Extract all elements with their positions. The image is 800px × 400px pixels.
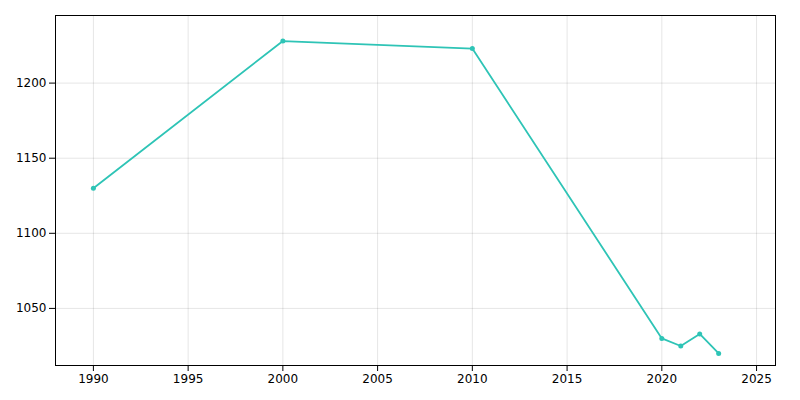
svg-text:1100: 1100: [16, 226, 47, 240]
svg-text:2025: 2025: [741, 372, 772, 386]
svg-text:1050: 1050: [16, 301, 47, 315]
svg-text:2010: 2010: [457, 372, 488, 386]
svg-text:2000: 2000: [268, 372, 299, 386]
svg-text:2020: 2020: [647, 372, 678, 386]
svg-text:1990: 1990: [78, 372, 109, 386]
svg-text:2005: 2005: [362, 372, 393, 386]
svg-text:1150: 1150: [16, 151, 47, 165]
svg-text:2015: 2015: [552, 372, 583, 386]
svg-text:1200: 1200: [16, 76, 47, 90]
svg-text:1995: 1995: [173, 372, 204, 386]
